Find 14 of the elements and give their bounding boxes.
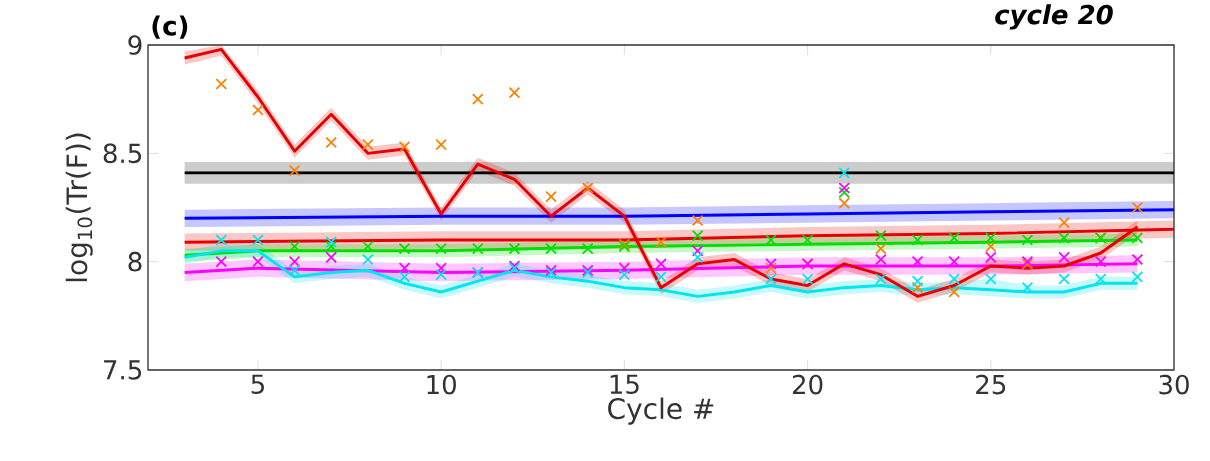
x-tick-label: 10 <box>427 374 456 395</box>
text: cycle 20 <box>995 4 1113 30</box>
y-axis-title: log$_{10}$(Tr(F)) <box>65 133 93 282</box>
y-tick-label: 9 <box>128 35 142 55</box>
x-tick-label: 25 <box>976 374 1006 395</box>
y-tick-label: 8.5 <box>103 143 142 164</box>
x-tick-label: 15 <box>610 374 639 395</box>
x-tick-label: 20 <box>792 374 823 395</box>
x-tick-label: 5 <box>251 374 264 395</box>
y-tick-label: 7.5 <box>104 360 142 380</box>
x-tick-label: 30 <box>1159 374 1189 395</box>
y-tick-label: 8 <box>128 251 142 272</box>
chart-title: (c) <box>152 15 188 39</box>
x-axis-title: Cycle # <box>608 397 714 425</box>
